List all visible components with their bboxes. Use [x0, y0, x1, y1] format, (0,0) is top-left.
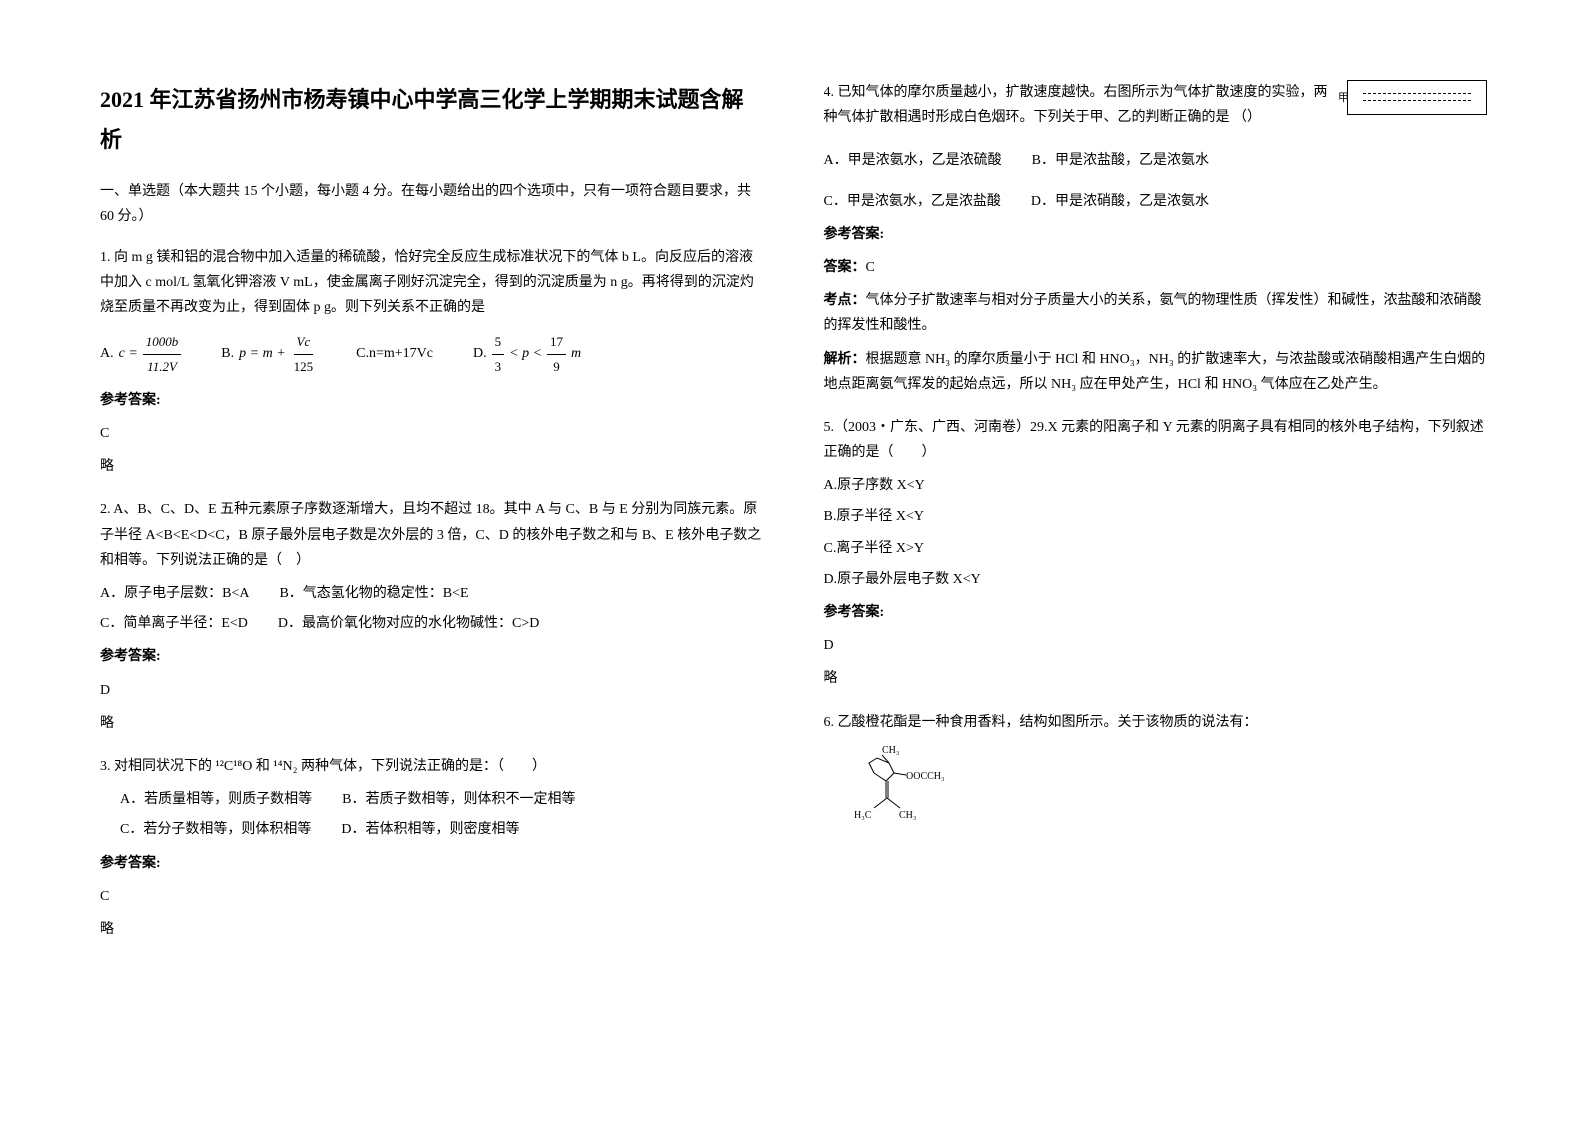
q5-note: 略	[824, 666, 1488, 691]
q2-optB: B．气态氢化物的稳定性：B<E	[279, 581, 468, 606]
q4-optB: B．甲是浓盐酸，乙是浓氨水	[1032, 148, 1209, 173]
svg-text:CH₃: CH₃	[882, 745, 899, 756]
q1-optD: D. 5 3 < p < 17 9 m	[473, 330, 581, 378]
q2-optC: C．简单离子半径：E<D	[100, 611, 248, 636]
q1-options: A. c = 1000b 11.2V B. p = m + Vc 125 C.n…	[100, 330, 764, 378]
q1-optC: C.n=m+17Vc	[356, 341, 433, 366]
q2-row1: A．原子电子层数：B<A B．气态氢化物的稳定性：B<E	[100, 581, 764, 606]
svg-text:H₃C: H₃C	[854, 810, 872, 821]
q2-answer: D	[100, 678, 764, 703]
q5-answer-label: 参考答案:	[824, 600, 1488, 625]
q5-optB: B.原子半径 X<Y	[824, 504, 1488, 529]
q2-text: 2. A、B、C、D、E 五种元素原子序数逐渐增大，且均不超过 18。其中 A …	[100, 497, 764, 573]
q5-text: 5.（2003・广东、广西、河南卷）29.X 元素的阳离子和 Y 元素的阴离子具…	[824, 415, 1488, 465]
svg-text:CH₃: CH₃	[899, 810, 916, 821]
q2-note: 略	[100, 711, 764, 736]
q3-options: A．若质量相等，则质子数相等 B．若质子数相等，则体积不一定相等 C．若分子数相…	[120, 787, 764, 842]
q1-note: 略	[100, 454, 764, 479]
q1-optA: A. c = 1000b 11.2V	[100, 330, 181, 378]
q3-note: 略	[100, 917, 764, 942]
q3-optC: C．若分子数相等，则体积相等	[120, 817, 311, 842]
page-title: 2021 年江苏省扬州市杨寿镇中心中学高三化学上学期期末试题含解析	[100, 80, 764, 159]
question-3: 3. 对相同状况下的 ¹²C¹⁸O 和 ¹⁴N₂ 两种气体，下列说法正确的是：（…	[100, 754, 764, 942]
q4-optC: C．甲是浓氨水，乙是浓盐酸	[824, 189, 1001, 214]
q3-answer: C	[100, 884, 764, 909]
q2-row2: C．简单离子半径：E<D D．最高价氧化物对应的水化物碱性：C>D	[100, 611, 764, 636]
q1-optB: B. p = m + Vc 125	[221, 330, 316, 378]
q3-optD: D．若体积相等，则密度相等	[341, 817, 519, 842]
q5-optA: A.原子序数 X<Y	[824, 473, 1488, 498]
q4-optD: D．甲是浓硝酸，乙是浓氨水	[1031, 189, 1209, 214]
question-4: 白色烟环 甲 乙 4. 已知气体的摩尔质量越小，扩散速度越快。右图所示为气体扩散…	[824, 80, 1488, 397]
question-1: 1. 向 m g 镁和铝的混合物中加入适量的稀硫酸，恰好完全反应生成标准状况下的…	[100, 245, 764, 480]
q2-optA: A．原子电子层数：B<A	[100, 581, 249, 606]
q2-optD: D．最高价氧化物对应的水化物碱性：C>D	[278, 611, 539, 636]
svg-text:OOCCH₃: OOCCH₃	[906, 771, 944, 782]
right-column: 白色烟环 甲 乙 4. 已知气体的摩尔质量越小，扩散速度越快。右图所示为气体扩散…	[824, 80, 1488, 1042]
q3-optA: A．若质量相等，则质子数相等	[120, 787, 312, 812]
q3-answer-label: 参考答案:	[100, 851, 764, 876]
question-6: 6. 乙酸橙花酯是一种食用香料，结构如图所示。关于该物质的说法有： CH₃ OO…	[824, 710, 1488, 828]
molecule-structure-icon: CH₃ OOCCH₃ H₃C CH₃	[844, 743, 944, 828]
q6-text: 6. 乙酸橙花酯是一种食用香料，结构如图所示。关于该物质的说法有：	[824, 710, 1488, 735]
section-header: 一、单选题（本大题共 15 个小题，每小题 4 分。在每小题给出的四个选项中，只…	[100, 179, 764, 229]
diffusion-diagram: 白色烟环 甲 乙	[1347, 80, 1487, 115]
q4-answer-label: 参考答案:	[824, 222, 1488, 247]
q1-text: 1. 向 m g 镁和铝的混合物中加入适量的稀硫酸，恰好完全反应生成标准状况下的…	[100, 245, 764, 321]
q1-answer: C	[100, 421, 764, 446]
q4-answer: 答案：C	[824, 255, 1488, 280]
q4-jiexi: 解析：根据题意 NH₃ 的摩尔质量小于 HCl 和 HNO₃，NH₃ 的扩散速率…	[824, 347, 1488, 397]
q4-kaodian: 考点：气体分子扩散速率与相对分子质量大小的关系，氨气的物理性质（挥发性）和碱性，…	[824, 288, 1488, 338]
q1-answer-label: 参考答案:	[100, 388, 764, 413]
tube-icon	[1363, 93, 1471, 101]
q2-answer-label: 参考答案:	[100, 644, 764, 669]
q3-optB: B．若质子数相等，则体积不一定相等	[342, 787, 575, 812]
q3-text: 3. 对相同状况下的 ¹²C¹⁸O 和 ¹⁴N₂ 两种气体，下列说法正确的是：（…	[100, 754, 764, 779]
question-2: 2. A、B、C、D、E 五种元素原子序数逐渐增大，且均不超过 18。其中 A …	[100, 497, 764, 736]
q5-optC: C.离子半径 X>Y	[824, 536, 1488, 561]
left-column: 2021 年江苏省扬州市杨寿镇中心中学高三化学上学期期末试题含解析 一、单选题（…	[100, 80, 764, 1042]
question-5: 5.（2003・广东、广西、河南卷）29.X 元素的阳离子和 Y 元素的阴离子具…	[824, 415, 1488, 692]
q4-optA: A．甲是浓氨水，乙是浓硫酸	[824, 148, 1002, 173]
q5-answer: D	[824, 633, 1488, 658]
q5-optD: D.原子最外层电子数 X<Y	[824, 567, 1488, 592]
